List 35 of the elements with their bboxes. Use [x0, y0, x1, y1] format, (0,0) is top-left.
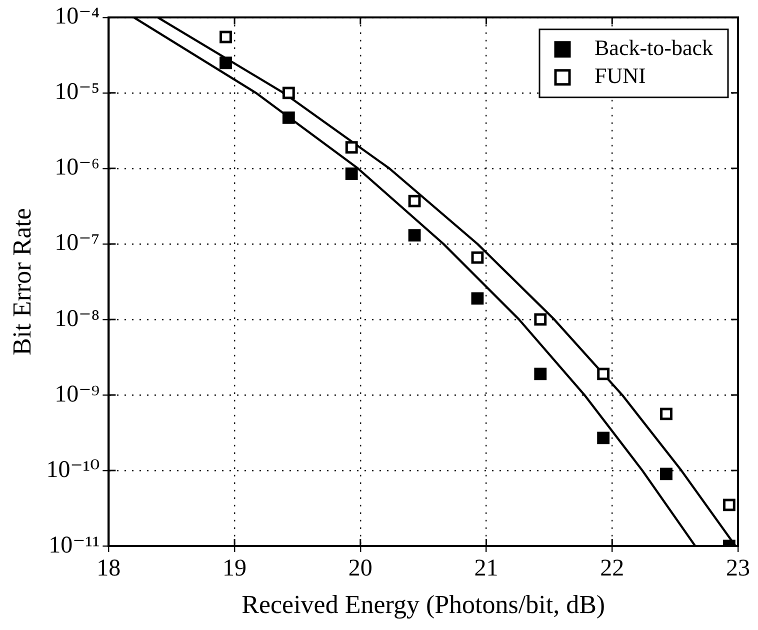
legend-label: Back-to-back — [594, 35, 714, 60]
y-tick-label: 10⁻⁷ — [54, 230, 100, 256]
y-tick-label: 10⁻⁵ — [54, 79, 100, 106]
point — [220, 56, 232, 70]
x-axis-title: Received Energy (Photons/bit, dB) — [242, 590, 606, 620]
y-tick-label: 10⁻¹⁰ — [46, 456, 100, 483]
point — [534, 313, 547, 326]
x-tick-label: 21 — [474, 556, 498, 582]
point — [597, 368, 610, 380]
x-tick-label: 19 — [222, 556, 247, 582]
point — [408, 229, 421, 242]
point — [408, 194, 421, 208]
point — [345, 168, 358, 180]
x-tick-label: 18 — [96, 556, 121, 582]
y-tick-label: 10⁻⁹ — [54, 381, 100, 408]
x-tick-label: 22 — [600, 556, 624, 582]
x-tick-label: 23 — [726, 556, 750, 582]
point — [534, 368, 547, 380]
point — [597, 432, 610, 444]
point — [282, 111, 295, 124]
point — [282, 86, 295, 100]
point — [660, 468, 672, 480]
y-axis-title: Bit Error Rate — [7, 208, 36, 356]
point — [660, 408, 672, 420]
y-tick-label: 10⁻⁶ — [54, 154, 100, 181]
legend-label: FUNI — [594, 63, 646, 88]
y-tick-label: 10⁻⁸ — [54, 306, 100, 332]
x-tick-label: 20 — [348, 556, 372, 582]
point — [722, 498, 736, 512]
point — [471, 292, 484, 305]
y-tick-label: 10⁻¹¹ — [48, 532, 100, 558]
point — [471, 251, 484, 264]
point — [345, 141, 358, 154]
point — [220, 30, 232, 44]
y-tick-label: 10⁻⁴ — [54, 4, 100, 30]
